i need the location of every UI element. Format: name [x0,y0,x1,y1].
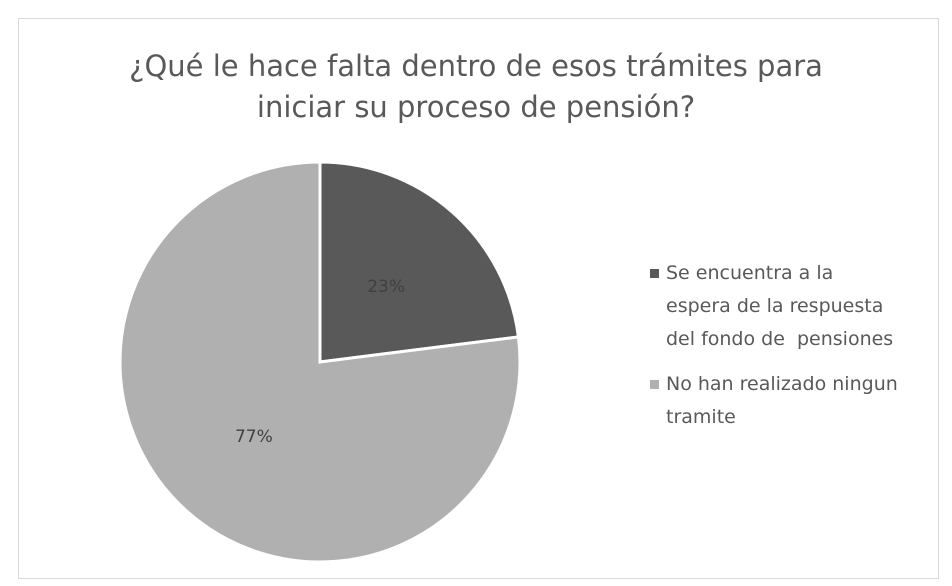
chart-frame [18,18,939,579]
legend-swatch [650,269,659,278]
legend-entry: No han realizado ningun tramite [648,368,898,434]
legend-entry: Se encuentra a la espera de la respuesta… [648,257,898,356]
legend-label: No han realizado ningun tramite [666,373,904,428]
pie-slice [118,160,522,564]
legend-swatch [650,380,659,389]
pie-slice [318,160,521,364]
data-label: 77% [235,427,273,447]
legend-label: Se encuentra a la espera de la respuesta… [666,262,894,350]
chart-title: ¿Qué le hace falta dentro de esos trámit… [129,49,823,124]
legend: Se encuentra a la espera de la respuesta… [648,257,898,446]
data-label: 23% [367,277,405,297]
